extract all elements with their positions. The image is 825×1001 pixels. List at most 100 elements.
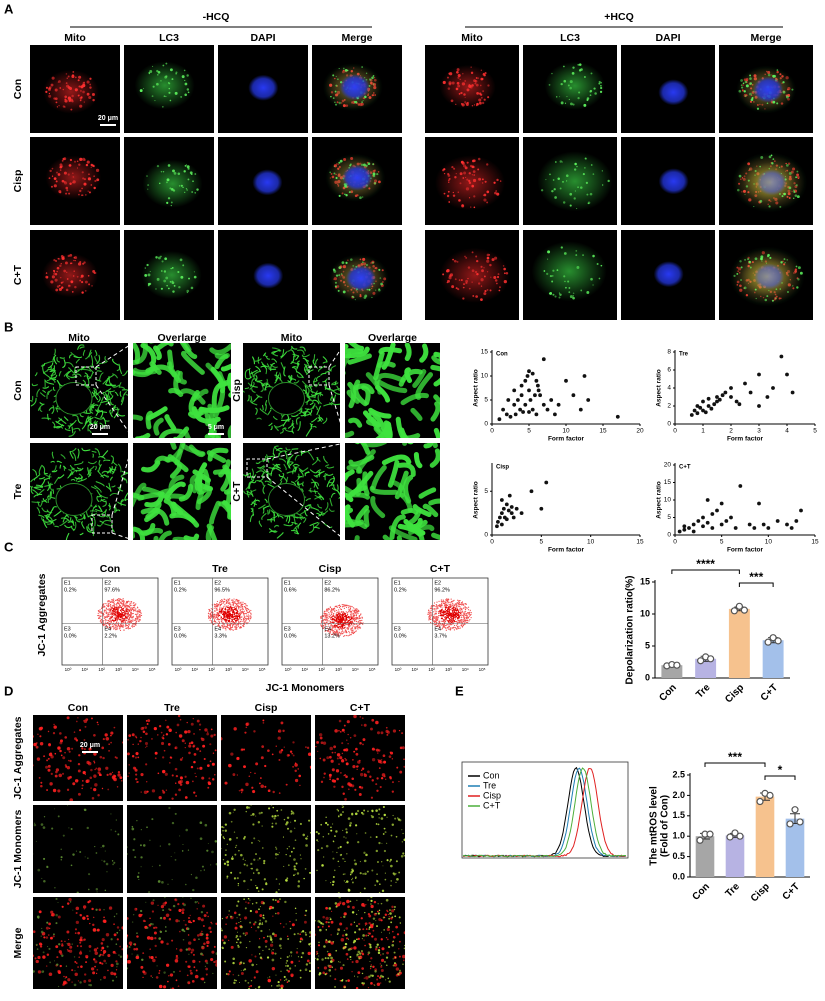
speckle — [505, 271, 509, 275]
speckle — [174, 91, 178, 95]
event-dot — [245, 604, 247, 606]
event-dot — [337, 623, 339, 626]
event-dot — [133, 623, 135, 625]
event-dot — [216, 612, 219, 614]
speckle — [566, 96, 568, 98]
event-dot — [344, 635, 346, 637]
event-dot — [128, 620, 130, 622]
speckle — [165, 95, 167, 97]
event-dot — [228, 602, 230, 605]
mito-fiber — [82, 349, 86, 356]
speckle — [475, 295, 478, 298]
speckle — [51, 175, 54, 177]
speckle — [70, 280, 74, 284]
speckle — [749, 74, 752, 77]
event-dot — [344, 620, 346, 622]
event-dot — [338, 617, 340, 619]
speckle — [560, 82, 563, 86]
row-label: Con — [12, 79, 24, 99]
event-dot — [238, 614, 240, 616]
speckle — [476, 92, 480, 95]
speckle — [471, 105, 474, 107]
event-dot — [232, 621, 234, 623]
event-dot — [319, 616, 322, 618]
speckle — [577, 97, 580, 100]
event-dot — [240, 616, 242, 619]
mito-fiber — [65, 375, 70, 380]
speckle — [94, 179, 97, 183]
event-dot — [108, 602, 110, 604]
speckle — [576, 265, 580, 269]
event-dot — [232, 612, 234, 614]
event-dot — [121, 608, 123, 610]
speckle — [180, 95, 183, 98]
speckle — [166, 181, 168, 184]
speckle — [551, 189, 554, 193]
event-dot — [330, 614, 332, 616]
speckle — [48, 177, 51, 180]
column-header: LC3 — [159, 32, 179, 44]
event-dot — [127, 600, 130, 602]
event-dot — [232, 609, 234, 611]
quadrant-value: 96.5% — [214, 587, 230, 593]
event-dot — [99, 620, 101, 622]
micrograph — [243, 343, 340, 438]
speckle — [146, 263, 149, 267]
speckle — [562, 201, 566, 204]
speckle — [57, 173, 61, 176]
event-dot — [116, 627, 118, 630]
event-dot — [234, 619, 236, 622]
event-dot — [103, 611, 105, 613]
event-dot — [120, 601, 122, 603]
event-dot — [359, 617, 361, 619]
event-dot — [131, 608, 133, 610]
event-dot — [213, 615, 215, 618]
mito-fiber — [52, 488, 55, 494]
speckle — [170, 188, 174, 191]
event-dot — [125, 613, 127, 615]
event-dot — [340, 618, 342, 620]
speckle — [543, 270, 546, 272]
speckle — [194, 192, 196, 194]
speckle — [776, 69, 779, 71]
speckle — [163, 270, 167, 273]
speckle — [58, 104, 60, 107]
event-dot — [117, 623, 120, 626]
speckle — [66, 77, 68, 79]
speckle — [477, 77, 480, 79]
speckle — [361, 261, 364, 264]
event-dot — [105, 621, 107, 623]
speckle — [750, 98, 754, 102]
mito-fiber — [69, 354, 73, 359]
event-dot — [222, 626, 225, 628]
event-dot — [326, 613, 328, 615]
speckle — [574, 162, 577, 166]
event-dot — [109, 601, 111, 604]
event-dot — [349, 605, 351, 607]
speckle — [93, 175, 95, 177]
speckle — [157, 256, 161, 260]
speckle — [338, 194, 341, 197]
event-dot — [337, 620, 339, 623]
event-dot — [241, 606, 244, 608]
event-dot — [120, 626, 122, 628]
speckle — [371, 76, 374, 80]
event-dot — [241, 610, 243, 612]
event-dot — [117, 599, 119, 601]
event-dot — [99, 617, 101, 619]
event-dot — [246, 610, 248, 612]
speckle — [567, 84, 570, 87]
speckle — [363, 296, 367, 299]
speckle — [598, 277, 601, 280]
speckle — [569, 295, 573, 299]
speckle — [486, 190, 490, 194]
speckle — [498, 289, 501, 292]
speckle — [64, 106, 66, 108]
micrograph — [523, 45, 617, 133]
fluorescence — [743, 162, 796, 203]
mito-fiber — [190, 549, 192, 561]
speckle — [564, 280, 566, 283]
event-dot — [126, 619, 128, 621]
mito-fiber — [360, 443, 387, 448]
event-dot — [122, 615, 124, 617]
